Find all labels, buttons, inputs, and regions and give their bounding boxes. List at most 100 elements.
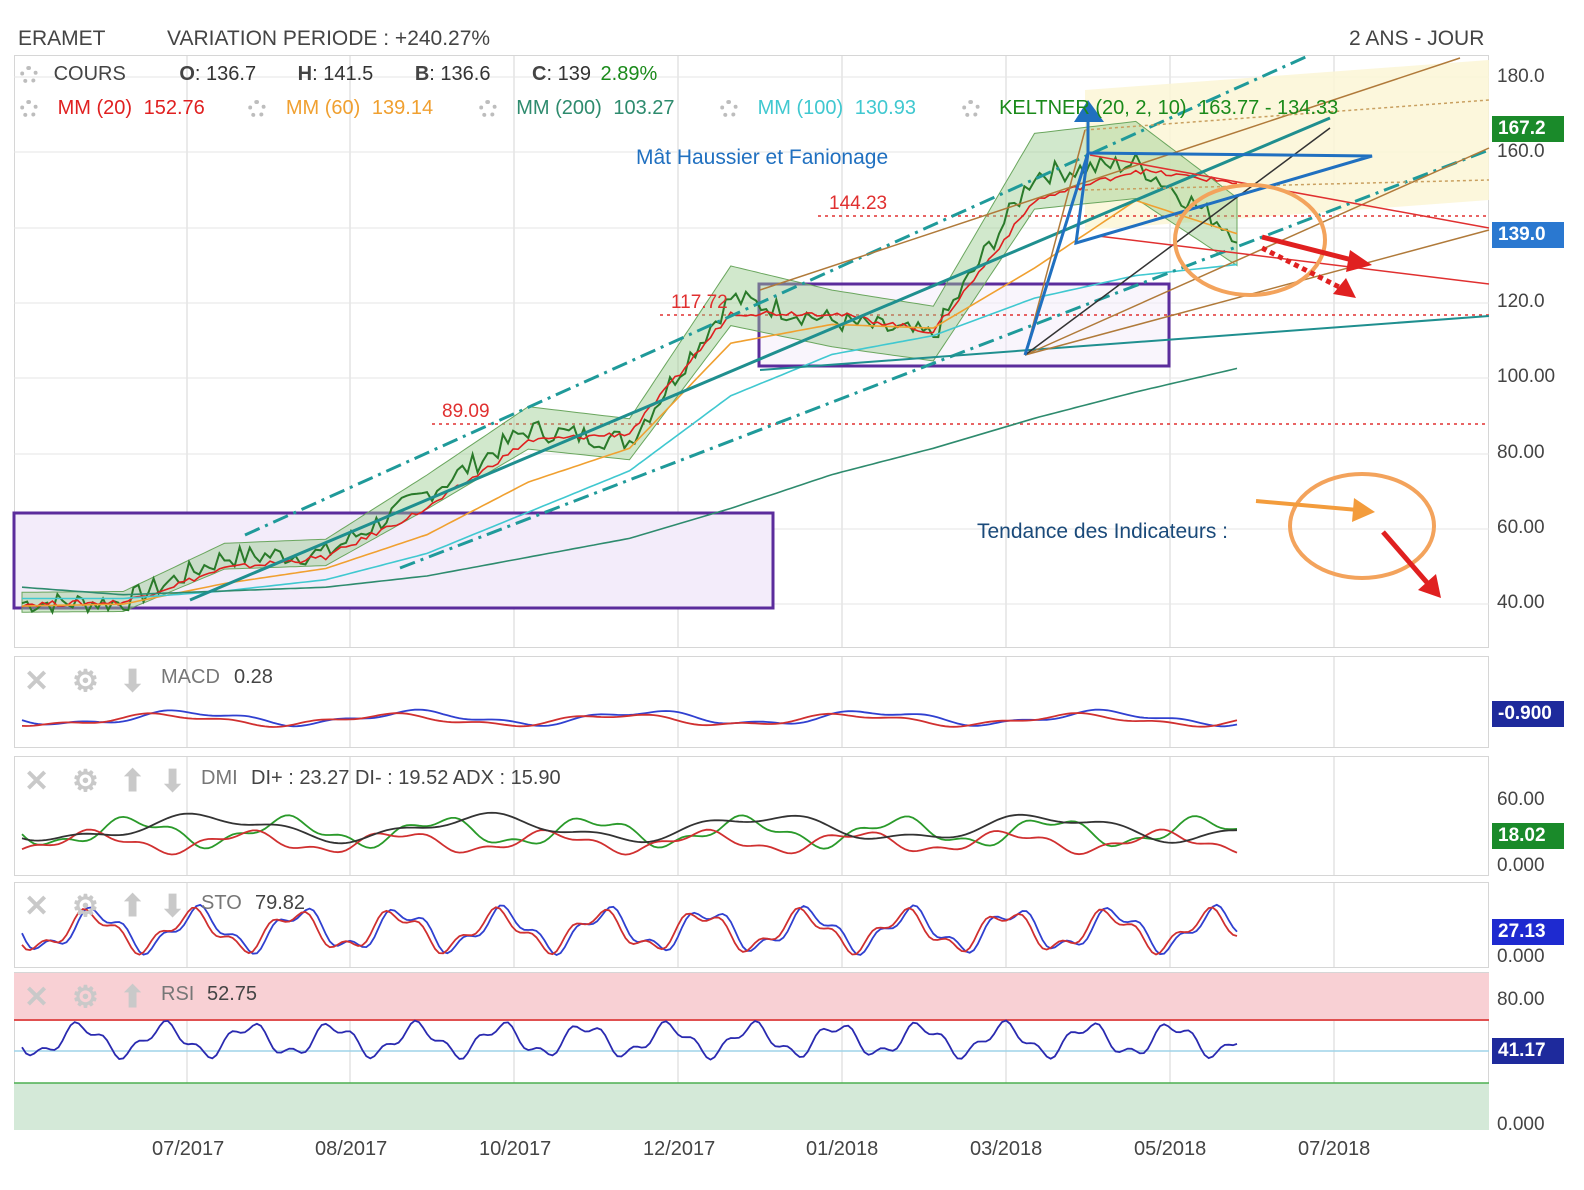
gear-icon[interactable] — [248, 99, 267, 118]
dashdot-upper — [244, 53, 1311, 537]
y-tick: 180.0 — [1497, 66, 1545, 87]
rsi-value: 52.75 — [207, 983, 258, 1005]
main-uptrend — [189, 116, 1331, 602]
sto-tag: 27.13 — [1492, 919, 1564, 945]
high-value: : 141.5 — [312, 63, 374, 85]
series-line-mm-200- — [21, 367, 1238, 596]
rsi-tag: 41.17 — [1492, 1038, 1564, 1064]
macd-value: 0.28 — [234, 666, 273, 688]
close-icon[interactable]: ✕ — [24, 890, 50, 923]
arrow-up-icon[interactable]: ⬆ — [120, 981, 146, 1014]
macd-line — [21, 708, 1238, 728]
close-icon[interactable]: ✕ — [24, 665, 50, 698]
gear-icon[interactable]: ⚙ — [72, 981, 99, 1014]
dmi-tick-60: 60.00 — [1497, 789, 1545, 810]
sto-k-line — [21, 903, 1238, 957]
mm20-value: 152.76 — [143, 97, 205, 119]
red-arrowhead-1 — [1346, 250, 1372, 272]
mm200-label: MM (200) — [516, 97, 602, 119]
trend-circle — [1288, 472, 1436, 580]
series-layer — [21, 120, 1238, 615]
y-tick: 60.00 — [1497, 517, 1545, 538]
arrow-down-icon[interactable]: ⬇ — [160, 890, 186, 923]
long-support — [759, 315, 1490, 371]
close-value: : 139 — [546, 63, 591, 85]
fan-line-1 — [759, 57, 1461, 291]
y-tick: 160.0 — [1497, 141, 1545, 162]
sto-name: STO — [201, 892, 242, 914]
low-value: : 136.6 — [429, 63, 491, 85]
dmi-minus-line — [21, 828, 1238, 856]
last-price-tag: 139.0 — [1492, 222, 1564, 248]
fan-line-3 — [1024, 229, 1490, 356]
keltner-price-tag: 167.2 — [1492, 116, 1564, 142]
gear-icon[interactable] — [720, 99, 739, 118]
pattern-title: Mât Haussier et Fanionage — [636, 146, 889, 169]
trend-label: Tendance des Indicateurs : — [977, 520, 1228, 543]
y-tick: 40.00 — [1497, 592, 1545, 613]
y-tick: 120.0 — [1497, 291, 1545, 312]
black-line — [1024, 127, 1331, 356]
x-tick: 03/2018 — [970, 1138, 1043, 1160]
macd-panel — [14, 656, 1489, 748]
indicator-row: MM (20) 152.76 MM (60) 139.14 MM (200) 1… — [20, 97, 1338, 120]
close-label: C — [532, 63, 547, 85]
mast-arrowhead — [1074, 100, 1104, 122]
arrow-up-icon[interactable]: ⬆ — [120, 765, 146, 798]
fan-line-6 — [1084, 179, 1490, 191]
cours-label: COURS — [53, 63, 126, 85]
mm100-label: MM (100) — [757, 97, 844, 119]
close-icon[interactable]: ✕ — [24, 981, 50, 1014]
gear-icon[interactable]: ⚙ — [72, 765, 99, 798]
x-tick: 12/2017 — [643, 1138, 716, 1160]
x-tick: 08/2017 — [315, 1138, 388, 1160]
high-label: H — [297, 63, 313, 85]
adx-line — [21, 811, 1238, 845]
level-label-117: 117.72 — [671, 292, 728, 313]
rsi-line — [21, 1019, 1238, 1061]
level-label-144: 144.23 — [829, 193, 888, 214]
mm200-value: 103.27 — [613, 97, 675, 119]
x-tick: 05/2018 — [1134, 1138, 1207, 1160]
flag-triangle — [1074, 151, 1373, 246]
y-tick: 80.00 — [1497, 442, 1545, 463]
y-tick: 100.00 — [1497, 366, 1556, 387]
gear-icon[interactable]: ⚙ — [72, 665, 99, 698]
sto-tick-0: 0.000 — [1497, 946, 1545, 967]
level-label-89: 89.09 — [442, 401, 490, 422]
symbol-title: ERAMET — [18, 27, 106, 50]
series-line-cours — [21, 151, 1238, 615]
x-tick: 01/2018 — [806, 1138, 879, 1160]
red-arrowhead-2 — [1333, 278, 1356, 298]
arrow-down-icon[interactable]: ⬇ — [120, 665, 146, 698]
dmi-value: DI+ : 23.27 DI- : 19.52 ADX : 15.90 — [251, 767, 561, 789]
mm20-label: MM (20) — [57, 97, 133, 119]
open-value: : 136.7 — [194, 63, 257, 85]
rsi-overbought-zone — [14, 973, 1489, 1020]
macd-signal-line — [21, 712, 1238, 728]
sto-panel — [14, 882, 1489, 968]
trend-red-head — [1418, 574, 1441, 598]
quote-row: COURS O: 136.7 H: 141.5 B: 136.6 C: 139 … — [20, 63, 657, 86]
mm60-label: MM (60) — [285, 97, 361, 119]
arrow-up-icon[interactable]: ⬆ — [120, 890, 146, 923]
rsi-tick-0: 0.000 — [1497, 1114, 1545, 1135]
gear-icon[interactable] — [20, 65, 38, 84]
dmi-tick-0: 0.000 — [1497, 855, 1545, 876]
red-arrow-2 — [1260, 245, 1347, 293]
close-icon[interactable]: ✕ — [24, 765, 50, 798]
gear-icon[interactable] — [961, 99, 980, 118]
subpanel-series — [21, 708, 1238, 1061]
sto-value: 79.82 — [255, 892, 306, 914]
series-line-mm-60- — [21, 199, 1238, 607]
gear-icon[interactable] — [20, 99, 38, 118]
gear-icon[interactable]: ⚙ — [72, 890, 99, 923]
gear-icon[interactable] — [478, 99, 497, 118]
period-label[interactable]: 2 ANS - JOUR — [1349, 27, 1485, 50]
pennant-bottom-red — [1097, 235, 1490, 285]
low-label: B — [414, 63, 430, 85]
arrow-down-icon[interactable]: ⬇ — [160, 765, 186, 798]
trend-orange-arrow — [1255, 499, 1359, 512]
x-tick: 10/2017 — [479, 1138, 552, 1160]
